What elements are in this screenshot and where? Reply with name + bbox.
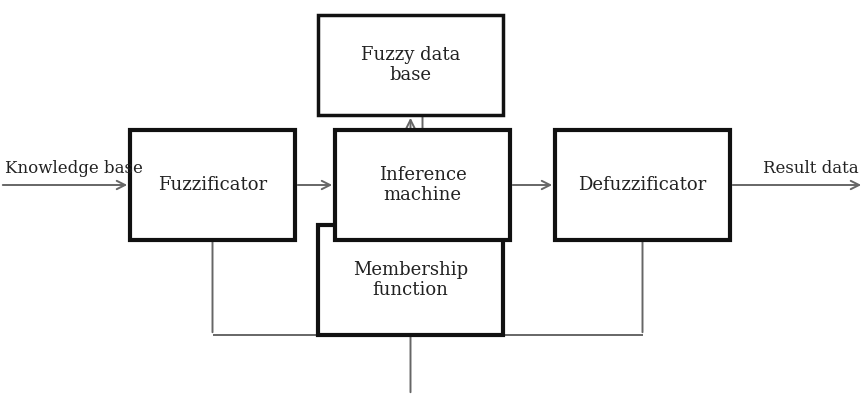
Text: Inference
machine: Inference machine — [378, 166, 467, 204]
Bar — [318, 225, 503, 335]
Text: Fuzzificator: Fuzzificator — [158, 176, 267, 194]
Bar — [555, 130, 730, 240]
Text: Membership
function: Membership function — [353, 260, 468, 299]
Bar — [318, 15, 503, 115]
Text: Defuzzificator: Defuzzificator — [578, 176, 707, 194]
Bar — [335, 130, 510, 240]
Bar — [130, 130, 295, 240]
Text: Result data: Result data — [764, 160, 859, 177]
Text: Fuzzy data
base: Fuzzy data base — [361, 46, 461, 85]
Text: Knowledge base: Knowledge base — [5, 160, 143, 177]
